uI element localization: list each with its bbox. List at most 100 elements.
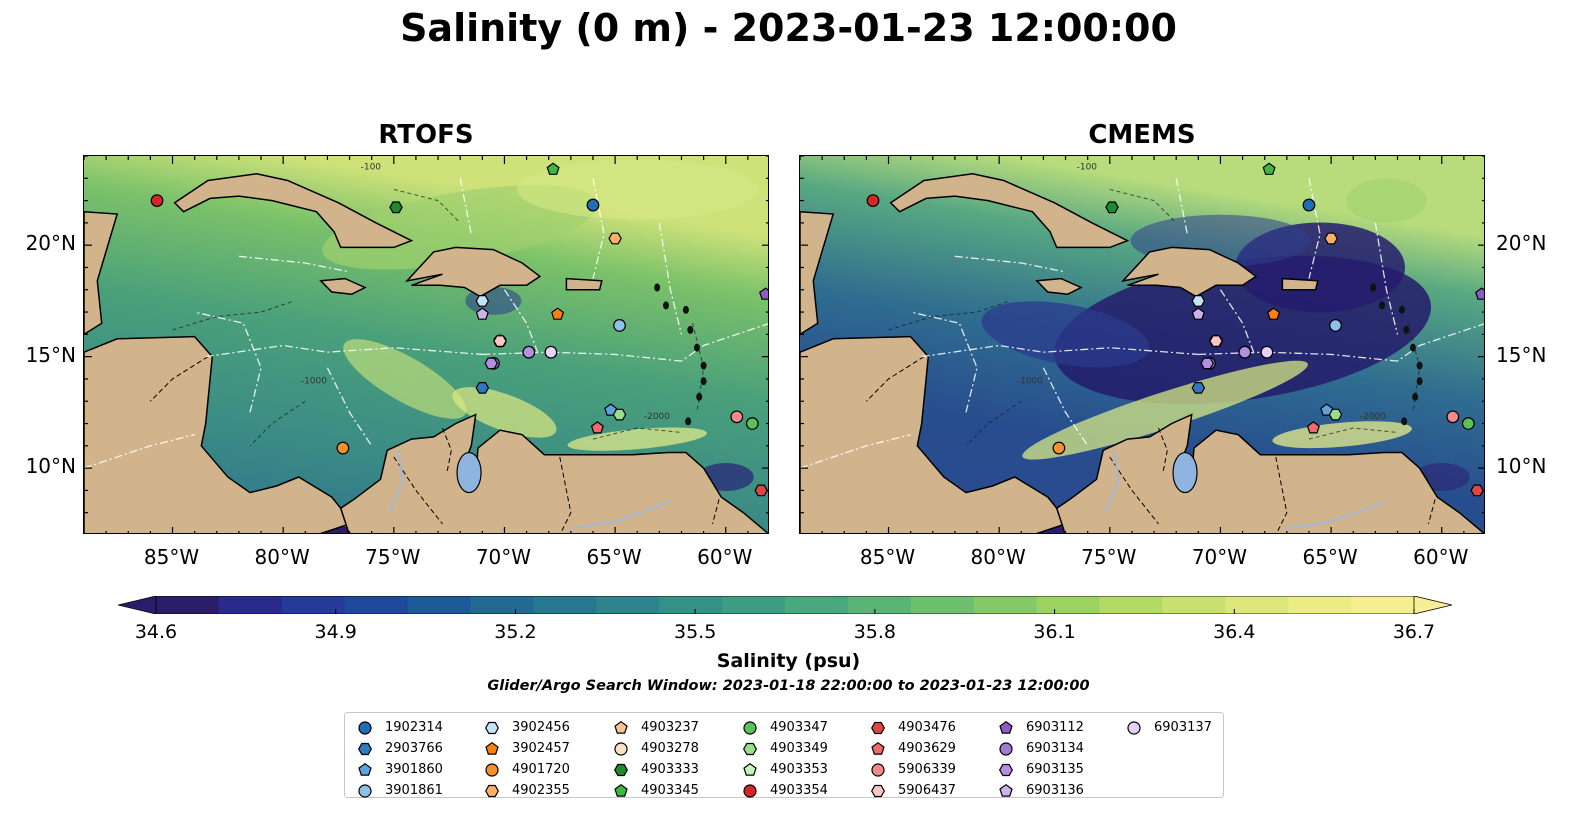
- panel-title-rtofs: RTOFS: [378, 120, 474, 150]
- float-marker-3901861: [613, 319, 626, 332]
- legend-item: 6903137: [1126, 717, 1212, 738]
- contour-label: -100: [1077, 162, 1098, 172]
- legend-item: 1902314: [357, 717, 443, 738]
- legend-item: 3901861: [357, 780, 443, 801]
- y-tick-label: 10°N: [1496, 454, 1547, 479]
- legend-item: 6903135: [998, 759, 1084, 780]
- legend-marker-icon: [871, 721, 885, 734]
- float-marker-3902457: [1267, 307, 1281, 320]
- float-marker-4901720: [1052, 441, 1066, 455]
- legend-label: 5906339: [898, 762, 956, 777]
- legend-label: 4903354: [770, 783, 828, 798]
- legend-marker-icon: [358, 742, 372, 755]
- land-polygon: [339, 413, 768, 533]
- legend-item: 4903333: [613, 759, 699, 780]
- y-tick-label: 20°N: [25, 231, 76, 256]
- colorbar-tick-label: 36.4: [1213, 621, 1256, 643]
- float-marker: [522, 345, 536, 359]
- float-marker-6903112: [1475, 287, 1484, 300]
- legend-marker-icon: [485, 741, 499, 755]
- contour-label: -1000: [1017, 376, 1043, 386]
- legend-marker-icon: [871, 784, 885, 797]
- float-marker: [1238, 345, 1252, 359]
- legend-marker-icon: [743, 720, 757, 735]
- float-marker-4903333: [389, 201, 403, 214]
- legend-item: 4903353: [742, 759, 828, 780]
- float-marker-3902456: [475, 295, 490, 307]
- legend-item: 6903136: [998, 780, 1084, 801]
- legend-marker-icon: [485, 784, 499, 797]
- float-marker-4903347: [745, 417, 759, 430]
- legend-item: 6903112: [998, 717, 1084, 738]
- colorbar-tick-label: 36.1: [1033, 621, 1076, 643]
- float-marker-1902314: [1302, 198, 1316, 212]
- float-marker-6903137: [1260, 345, 1274, 359]
- legend-item: 4901720: [484, 759, 570, 780]
- float-marker-1902314: [586, 198, 600, 212]
- legend-label: 4903347: [770, 720, 828, 735]
- float-marker-6903112: [759, 287, 768, 300]
- legend-item: 6903134: [998, 738, 1084, 759]
- legend-label: 3901860: [385, 762, 443, 777]
- legend-item: 4902355: [484, 780, 570, 801]
- colorbar-label: Salinity (psu): [716, 650, 861, 672]
- land-polygon: [84, 335, 351, 533]
- float-marker-4902355: [608, 232, 622, 245]
- legend-label: 4903278: [641, 741, 699, 756]
- y-tick-label: 15°N: [1496, 342, 1547, 367]
- legend-marker-icon: [743, 783, 757, 798]
- x-tick-label: 80°W: [970, 545, 1026, 569]
- legend-label: 4903345: [641, 783, 699, 798]
- legend-label: 2903766: [385, 741, 443, 756]
- x-tick-label: 80°W: [254, 545, 310, 569]
- float-marker-4903476: [754, 484, 768, 497]
- x-tick-label: 65°W: [586, 545, 642, 569]
- float-marker-6903135: [484, 357, 498, 370]
- legend-marker-icon: [999, 741, 1013, 756]
- legend-column: 4903476 4903629 5906339 5906437: [870, 717, 956, 801]
- float-marker-3902457: [551, 307, 565, 320]
- y-tick-label: 20°N: [1496, 231, 1547, 256]
- map-svg: -100 -1000 -2000: [84, 156, 768, 533]
- legend-label: 4903476: [898, 720, 956, 735]
- legend-item: 3902457: [484, 738, 570, 759]
- float-marker-4903333: [1105, 201, 1119, 214]
- legend-item: 4903278: [613, 738, 699, 759]
- legend-label: 6903136: [1026, 783, 1084, 798]
- float-marker-4903629: [590, 421, 604, 434]
- legend-label: 6903137: [1154, 720, 1212, 735]
- float-marker-4903354: [150, 194, 164, 207]
- legend-column: 1902314 2903766 3901860 3901861: [357, 717, 443, 801]
- colorbar-tick-label: 35.2: [494, 621, 537, 643]
- legend-item: 2903766: [357, 738, 443, 759]
- float-marker-4903349: [1328, 408, 1343, 421]
- legend-label: 3902457: [512, 741, 570, 756]
- contour-label: -2000: [1360, 412, 1386, 422]
- legend-marker-icon: [485, 721, 499, 734]
- legend-item: 5906437: [870, 780, 956, 801]
- legend-item: 4903349: [742, 738, 828, 759]
- legend-column: 6903112 6903134 6903135 6903136: [998, 717, 1084, 801]
- legend-marker-icon: [358, 720, 372, 735]
- float-marker-6903136: [475, 307, 489, 320]
- legend-marker-icon: [871, 762, 885, 777]
- colorbar-tick-label: 34.9: [314, 621, 357, 643]
- legend-item: 4903347: [742, 717, 828, 738]
- float-marker-2903766: [1191, 382, 1206, 394]
- float-marker-6903135: [1200, 357, 1214, 370]
- legend-marker-icon: [358, 783, 372, 798]
- float-legend: 1902314 2903766 3901860 3901861 3902456 39024…: [344, 712, 1224, 798]
- legend-marker-icon: [743, 762, 757, 776]
- legend-item: 3901860: [357, 759, 443, 780]
- legend-label: 1902314: [385, 720, 443, 735]
- float-marker-3901860: [604, 403, 618, 416]
- float-marker-4902355: [1324, 232, 1338, 245]
- legend-item: 4903354: [742, 780, 828, 801]
- x-tick-label: 60°W: [697, 545, 753, 569]
- float-marker-4903349: [612, 408, 627, 421]
- x-tick-label: 60°W: [1413, 545, 1469, 569]
- contour-label: -100: [361, 162, 382, 172]
- float-marker-4903345: [1262, 162, 1276, 175]
- legend-marker-icon: [358, 762, 372, 776]
- float-marker-4903629: [1306, 421, 1320, 434]
